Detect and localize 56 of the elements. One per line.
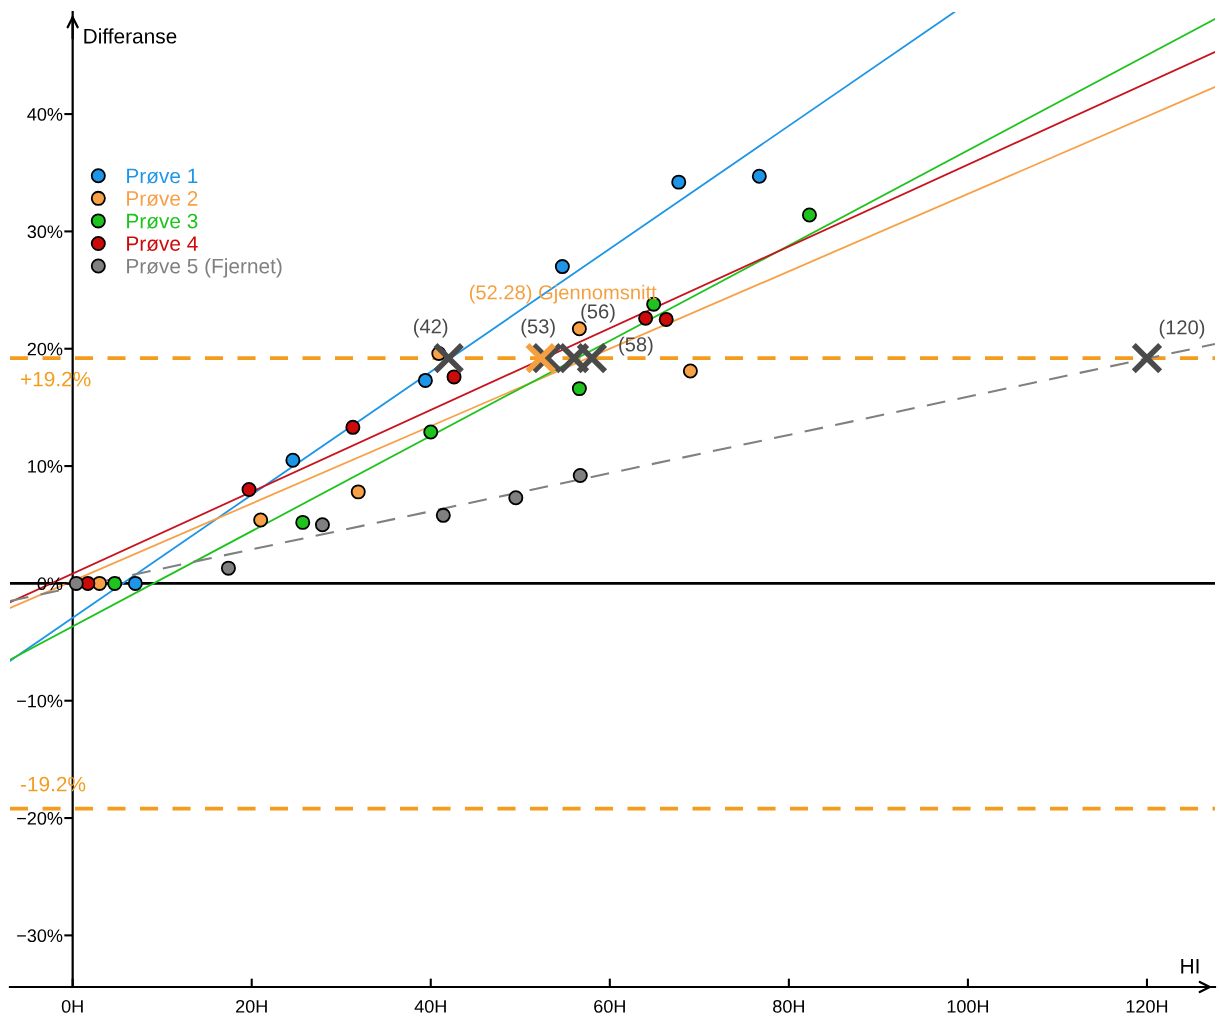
annotation: (53) xyxy=(521,318,555,338)
point xyxy=(446,369,462,385)
point xyxy=(432,342,465,375)
point xyxy=(241,482,257,498)
point xyxy=(575,342,608,375)
y-tick-label: −10% xyxy=(17,694,63,708)
legend-label: Prøve 4 xyxy=(127,236,198,252)
legend-label: Prøve 2 xyxy=(127,191,198,207)
x-tick-label: 20H xyxy=(236,999,267,1013)
point xyxy=(253,512,269,528)
point xyxy=(295,514,311,530)
y-axis-title: Differanse xyxy=(84,28,177,44)
y-tick-label: 20% xyxy=(27,342,63,356)
point xyxy=(285,452,301,468)
point xyxy=(68,575,84,591)
point xyxy=(638,310,654,326)
y-tick-label: −30% xyxy=(17,929,63,943)
point xyxy=(107,575,123,591)
point xyxy=(554,259,570,275)
point xyxy=(671,174,687,190)
point xyxy=(345,419,361,435)
annotation: (42) xyxy=(414,318,448,338)
annotation: (58) xyxy=(619,336,653,356)
point xyxy=(572,467,588,483)
y-tick-label: 10% xyxy=(28,460,63,473)
point xyxy=(571,321,587,337)
y-tick-label: 40% xyxy=(27,108,63,121)
x-tick-label: 120H xyxy=(1126,999,1168,1013)
x-tick-label: 0H xyxy=(61,999,83,1013)
x-tick-label: 100H xyxy=(947,999,989,1013)
point xyxy=(1130,342,1163,375)
x-tick-label: 80H xyxy=(773,999,804,1013)
point xyxy=(435,507,451,523)
point xyxy=(524,342,557,375)
x-axis-title: HI xyxy=(1181,959,1199,974)
x-tick-label: 60H xyxy=(594,999,625,1013)
point xyxy=(423,424,439,440)
point xyxy=(350,484,366,500)
point xyxy=(220,560,236,576)
point xyxy=(751,168,767,184)
point xyxy=(127,575,143,591)
annotation: (56) xyxy=(581,303,615,323)
point xyxy=(314,517,330,533)
point xyxy=(658,311,674,327)
point xyxy=(417,372,433,388)
legend-label: Prøve 1 xyxy=(127,168,198,184)
point xyxy=(801,207,817,223)
point xyxy=(571,381,587,397)
y-tick-label: 30% xyxy=(27,225,63,239)
x-tick-label: 40H xyxy=(414,999,446,1013)
legend-label: Prøve 5 (Fjernet) xyxy=(127,258,282,278)
point xyxy=(682,363,698,379)
legend-label: Prøve 3 xyxy=(127,213,198,229)
point xyxy=(508,490,524,506)
y-tick-label: −20% xyxy=(17,811,63,825)
annotation: (120) xyxy=(1159,319,1205,339)
